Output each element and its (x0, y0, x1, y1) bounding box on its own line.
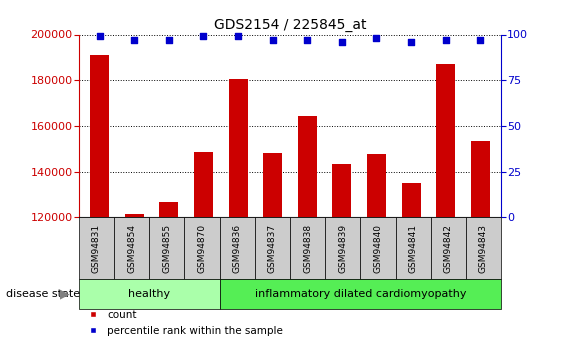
Text: GSM94854: GSM94854 (127, 224, 136, 273)
Point (476, 37, 485, 43)
Point (164, 37, 173, 43)
Bar (263, 153, 282, 217)
Text: GSM94836: GSM94836 (233, 224, 242, 273)
Text: GSM94841: GSM94841 (409, 224, 418, 273)
Text: healthy: healthy (128, 289, 170, 299)
Point (234, 33, 243, 39)
Text: GSM94842: GSM94842 (444, 224, 453, 273)
Bar (436, 64, 455, 217)
Point (441, 37, 450, 43)
Text: GSM94843: GSM94843 (479, 224, 488, 273)
Text: GSM94831: GSM94831 (92, 224, 101, 273)
Bar (298, 116, 317, 217)
Point (95, 33, 104, 39)
Bar (124, 214, 144, 217)
Legend: count, percentile rank within the sample: count, percentile rank within the sample (84, 306, 287, 340)
Text: GSM94838: GSM94838 (303, 224, 312, 273)
Point (129, 37, 138, 43)
Text: GSM94840: GSM94840 (373, 224, 382, 273)
Point (337, 39, 346, 45)
Bar (159, 203, 178, 217)
Text: ▶: ▶ (60, 288, 70, 300)
Bar (229, 79, 248, 217)
Bar (90, 55, 109, 217)
Text: GSM94839: GSM94839 (338, 224, 347, 273)
Text: GSM94837: GSM94837 (268, 224, 277, 273)
Point (406, 39, 415, 45)
Point (303, 37, 312, 43)
Bar (194, 152, 213, 217)
Text: disease state: disease state (6, 289, 80, 299)
Point (372, 36, 381, 41)
Bar (401, 183, 421, 217)
Text: GSM94870: GSM94870 (198, 224, 207, 273)
Bar (367, 155, 386, 217)
Point (199, 33, 208, 39)
Text: GSM94855: GSM94855 (162, 224, 171, 273)
Text: inflammatory dilated cardiomyopathy: inflammatory dilated cardiomyopathy (254, 289, 466, 299)
Bar (471, 141, 490, 217)
Bar (332, 164, 351, 217)
Point (268, 37, 277, 43)
Title: GDS2154 / 225845_at: GDS2154 / 225845_at (214, 18, 366, 32)
